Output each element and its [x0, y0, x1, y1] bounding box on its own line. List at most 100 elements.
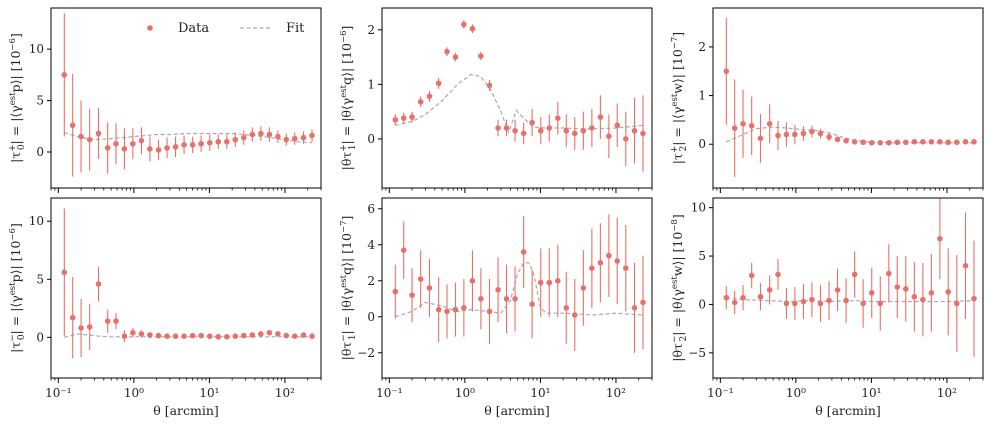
data-point [757, 293, 764, 300]
data-point [444, 48, 450, 55]
data-point [546, 279, 553, 286]
fit-line [64, 131, 313, 144]
data-point [748, 272, 755, 279]
axes-frame [712, 197, 984, 379]
data-point [555, 115, 561, 121]
data-point [138, 137, 145, 144]
data-point [461, 305, 467, 311]
data-point [937, 235, 943, 242]
data-point [206, 139, 213, 146]
data-point [232, 136, 239, 143]
legend: Data Fit [147, 21, 305, 36]
data-point [809, 296, 815, 303]
axes-frame [712, 7, 984, 189]
panel-tau1-minus: −2 0 2 4 6 10⁻¹ 10⁰ 10¹ 10² θ [arcmin] |θτ−1| = |θ… [339, 197, 653, 418]
data-point [580, 127, 587, 134]
data-point [452, 54, 459, 60]
data-point [928, 290, 935, 296]
data-point [723, 294, 730, 301]
data-point [792, 300, 798, 307]
data-point [300, 134, 307, 141]
data-point [224, 138, 230, 145]
fit-line [64, 333, 313, 338]
data-point [631, 305, 638, 311]
data-point [589, 265, 595, 272]
data-point [512, 127, 518, 134]
data-point [826, 134, 832, 140]
data-point [426, 285, 433, 291]
data-point [61, 269, 68, 276]
data-point [392, 117, 399, 123]
data-point [147, 332, 153, 338]
data-point [478, 53, 484, 59]
data-point [469, 25, 476, 32]
data-point [597, 114, 604, 120]
data-point [571, 312, 578, 318]
x-tick-label: 10² [937, 386, 957, 400]
data-point [783, 131, 790, 138]
data-point [589, 125, 595, 131]
data-point [606, 252, 612, 259]
x-axis-label: θ [arcmin] [484, 403, 550, 418]
data-point [113, 140, 119, 147]
data-point [902, 286, 909, 292]
data-point [478, 296, 484, 302]
data-point [495, 287, 501, 293]
data-point [740, 294, 746, 301]
data-point [181, 142, 187, 148]
data-point [86, 324, 93, 330]
data-point [563, 305, 570, 311]
data-point [130, 329, 136, 336]
data-point [121, 333, 128, 339]
data-point [877, 300, 884, 307]
y-tick-label: 1 [367, 77, 375, 91]
data-point [95, 281, 102, 287]
y-tick-label: 0 [367, 132, 375, 146]
data-point [800, 130, 807, 137]
data-point [113, 318, 119, 324]
data-point [826, 297, 832, 304]
data-point [283, 332, 290, 339]
data-point [766, 287, 773, 293]
data-point [258, 130, 264, 137]
legend-data-marker [147, 25, 153, 31]
data-point [232, 333, 239, 339]
panel-tau0-plus: 0 5 10|τ+0| = |⟨γestp⟩| [10−6] [8, 7, 322, 193]
y-tick-label: 0 [36, 330, 44, 344]
data-point [240, 332, 247, 339]
data-point [155, 332, 162, 339]
data-point [809, 128, 815, 135]
data-point [954, 300, 960, 307]
data-point [597, 260, 604, 266]
data-point [215, 138, 222, 145]
data-point [147, 146, 153, 152]
y-tick-label: 10 [29, 42, 44, 56]
data-point [614, 122, 621, 129]
data-point [435, 80, 442, 87]
y-tick-label: 6 [367, 202, 375, 216]
data-point [275, 133, 281, 140]
data-point [894, 139, 901, 146]
y-tick-label: 5 [36, 94, 44, 108]
y-axis-label: |τ+0| = |⟨γestp⟩| [10−6] [8, 33, 27, 163]
x-tick-label: 10¹ [199, 386, 219, 400]
data-point [886, 270, 892, 277]
x-tick-label: 10⁰ [455, 386, 475, 400]
data-point [606, 133, 612, 139]
data-point [631, 127, 638, 134]
data-point [614, 258, 621, 264]
y-tick-label: −2 [357, 346, 375, 360]
data-point [215, 333, 222, 340]
data-point [537, 279, 544, 286]
data-point [851, 271, 858, 278]
y-tick-label: 2 [367, 23, 375, 37]
data-point [198, 140, 204, 147]
fit-line [395, 73, 644, 135]
y-axis-label: |τ+2| = |⟨γestw⟩| [10−7] [670, 32, 689, 164]
data-point [409, 292, 415, 299]
data-point [640, 299, 646, 306]
data-point [937, 138, 943, 145]
data-point [69, 122, 76, 129]
data-point [860, 300, 866, 307]
panel-tau2-plus: 0 1 2 |τ+2| = |⟨γestw⟩| [10−7] [670, 7, 984, 193]
